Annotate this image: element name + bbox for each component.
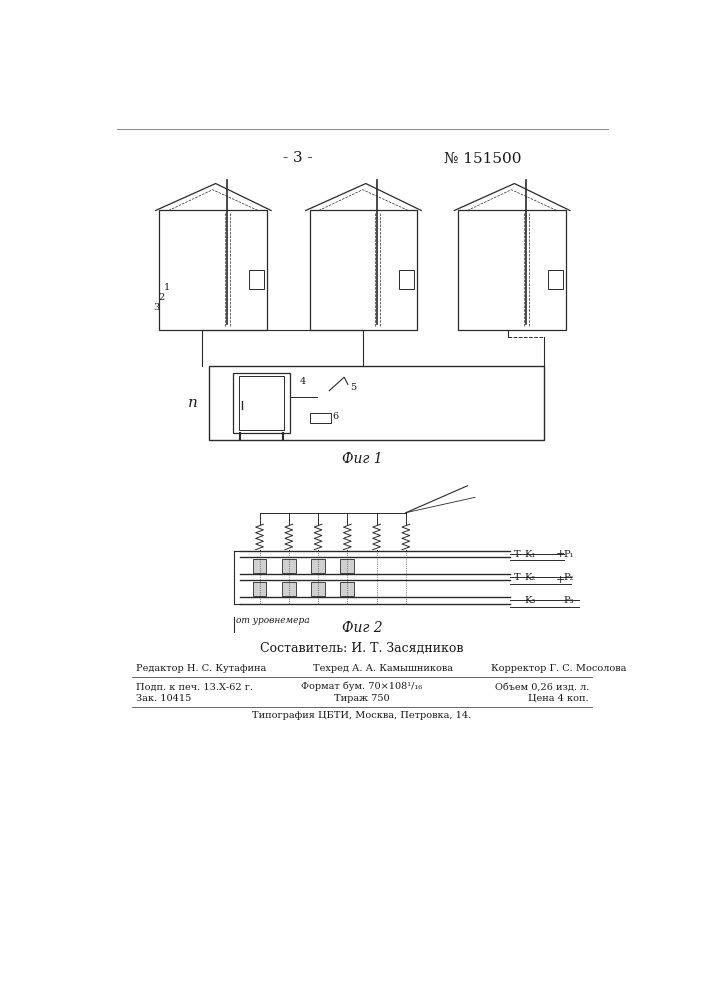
Text: K₁: K₁	[525, 550, 536, 559]
Text: Фиг 2: Фиг 2	[341, 621, 382, 635]
Text: Тираж 750: Тираж 750	[334, 694, 390, 703]
Text: K₃: K₃	[525, 596, 536, 605]
Text: Составитель: И. Т. Засядников: Составитель: И. Т. Засядников	[260, 642, 464, 655]
Text: № 151500: № 151500	[444, 151, 522, 165]
Text: Цена 4 коп.: Цена 4 коп.	[528, 694, 589, 703]
Text: Техред А. А. Камышникова: Техред А. А. Камышникова	[313, 664, 453, 673]
Polygon shape	[340, 559, 354, 573]
Text: 6: 6	[333, 412, 339, 421]
Text: - 3 -: - 3 -	[284, 151, 313, 165]
Text: P₁: P₁	[563, 550, 574, 559]
Text: K₂: K₂	[525, 573, 535, 582]
Polygon shape	[311, 559, 325, 573]
Text: Зак. 10415: Зак. 10415	[136, 694, 192, 703]
Polygon shape	[252, 582, 267, 596]
Text: от уровнемера: от уровнемера	[236, 616, 310, 625]
Text: Корректор Г. С. Мосолова: Корректор Г. С. Мосолова	[491, 664, 626, 673]
Text: 2: 2	[158, 293, 165, 302]
Text: 3: 3	[153, 303, 160, 312]
Text: 4: 4	[300, 377, 306, 386]
Polygon shape	[252, 559, 267, 573]
Text: P₃: P₃	[563, 596, 574, 605]
Polygon shape	[340, 582, 354, 596]
Text: Типография ЦБТИ, Москва, Петровка, 14.: Типография ЦБТИ, Москва, Петровка, 14.	[252, 711, 472, 720]
Text: Объем 0,26 изд. л.: Объем 0,26 изд. л.	[495, 682, 589, 691]
Polygon shape	[282, 582, 296, 596]
Text: Редактор Н. С. Кутафина: Редактор Н. С. Кутафина	[136, 664, 267, 673]
Text: +: +	[556, 575, 566, 585]
Polygon shape	[282, 559, 296, 573]
Polygon shape	[311, 582, 325, 596]
Text: 1: 1	[164, 283, 170, 292]
Text: Фиг 1: Фиг 1	[341, 452, 382, 466]
Text: T: T	[514, 550, 520, 559]
Text: 5: 5	[351, 383, 356, 392]
Text: P₂: P₂	[563, 573, 574, 582]
Text: Подп. к печ. 13.Х-62 г.: Подп. к печ. 13.Х-62 г.	[136, 682, 253, 691]
Text: Формат бум. 70×108¹/₁₆: Формат бум. 70×108¹/₁₆	[301, 682, 423, 691]
Text: T: T	[514, 573, 520, 582]
Text: +: +	[556, 549, 566, 559]
Text: п: п	[187, 396, 197, 410]
